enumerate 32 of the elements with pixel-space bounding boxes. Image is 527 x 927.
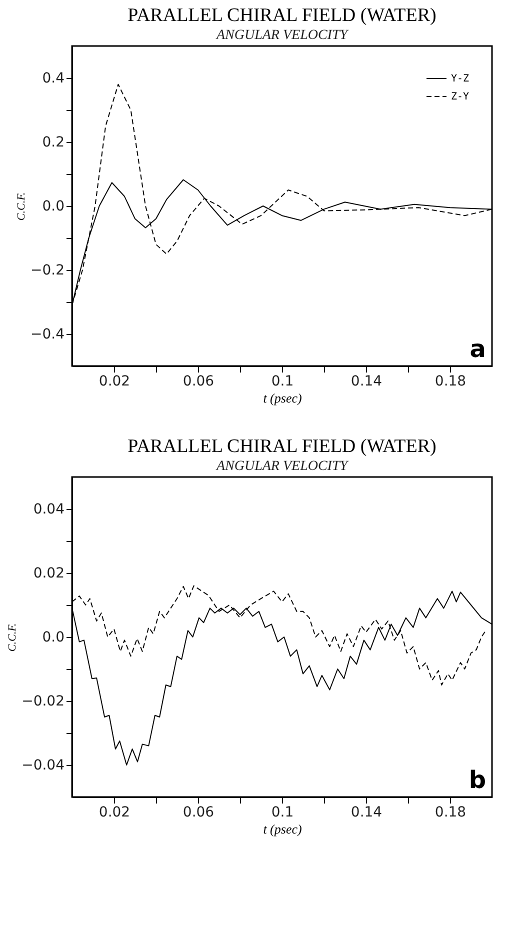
x-tick-label: 0.14 bbox=[350, 804, 382, 820]
chart-subtitle: ANGULAR VELOCITY bbox=[215, 28, 350, 43]
x-axis-title: t (psec) bbox=[263, 390, 302, 406]
y-axis-title: C.C.F. bbox=[6, 623, 19, 652]
legend-label: Y-Z bbox=[451, 74, 470, 84]
y-tick-label: 0.4 bbox=[42, 70, 65, 86]
y-tick-label: 0.0 bbox=[42, 198, 64, 214]
y-tick-label: 0.02 bbox=[33, 566, 64, 582]
y-tick-label: 0.0 bbox=[42, 630, 64, 646]
x-tick-label: 0.14 bbox=[350, 374, 382, 390]
y-tick-label: −0.4 bbox=[30, 326, 65, 342]
x-tick-label: 0.1 bbox=[271, 804, 294, 820]
annotation: b bbox=[468, 766, 486, 794]
y-tick-label: −0.02 bbox=[22, 694, 64, 710]
y-tick-label: −0.2 bbox=[30, 262, 64, 278]
chart-title: PARALLEL CHIRAL FIELD (WATER) bbox=[128, 5, 436, 26]
y-tick-label: 0.04 bbox=[33, 502, 65, 518]
x-tick-label: 0.06 bbox=[182, 374, 214, 390]
y-axis-title: C.C.F. bbox=[16, 192, 28, 221]
y-tick-label: −0.04 bbox=[22, 758, 65, 774]
x-tick-label: 0.1 bbox=[271, 374, 294, 390]
x-tick-label: 0.18 bbox=[434, 804, 466, 820]
x-tick-label: 0.02 bbox=[98, 374, 130, 390]
x-tick-label: 0.06 bbox=[182, 804, 214, 820]
x-tick-label: 0.02 bbox=[98, 804, 130, 820]
annotation: a bbox=[470, 335, 486, 363]
x-tick-label: 0.18 bbox=[434, 374, 466, 390]
x-axis-title: t (psec) bbox=[263, 822, 302, 836]
y-tick-label: 0.2 bbox=[42, 134, 64, 150]
legend-label: Z-Y bbox=[451, 92, 470, 102]
chart-title: PARALLEL CHIRAL FIELD (WATER) bbox=[128, 436, 436, 457]
chart-subtitle: ANGULAR VELOCITY bbox=[215, 459, 350, 474]
